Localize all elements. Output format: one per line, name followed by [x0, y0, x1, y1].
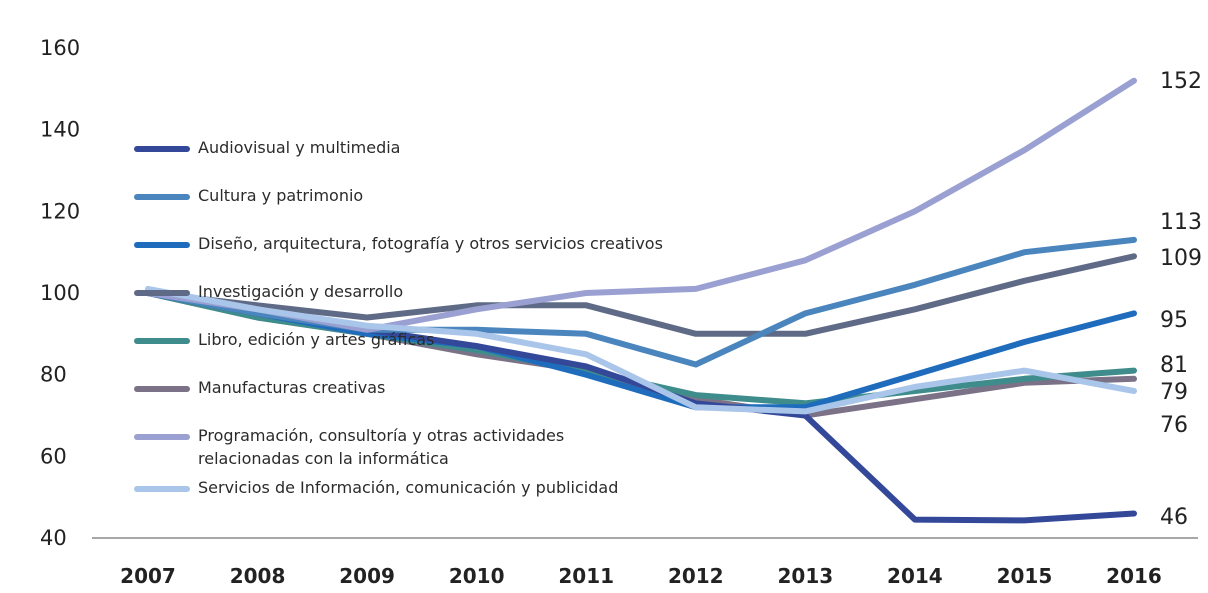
- legend-swatch: [134, 434, 190, 440]
- end-value-label: 81: [1160, 353, 1188, 378]
- y-tick-label: 40: [40, 526, 67, 550]
- series-line: [145, 253, 1137, 337]
- legend-swatch: [134, 338, 190, 344]
- legend-item: Investigación y desarrollo: [134, 280, 668, 303]
- legend-item: Servicios de Información, comunicación y…: [134, 476, 668, 499]
- legend-swatch: [134, 242, 190, 248]
- legend-item: Audiovisual y multimedia: [134, 136, 668, 159]
- x-tick-label: 2007: [120, 564, 176, 588]
- legend-swatch: [134, 146, 190, 152]
- legend-item: Programación, consultoría y otras activi…: [134, 424, 668, 470]
- legend-label: Investigación y desarrollo: [198, 282, 404, 301]
- x-tick-label: 2011: [558, 564, 614, 588]
- end-value-label: 113: [1160, 210, 1202, 235]
- legend-swatch: [134, 194, 190, 200]
- end-value-label: 79: [1160, 380, 1188, 405]
- x-axis: 2007 2008 2009 2010 2011 2012 2013 2014 2015 2016: [120, 564, 1162, 588]
- legend-item: Diseño, arquitectura, fotografía y otros…: [134, 232, 668, 255]
- end-value-label: 109: [1160, 246, 1202, 271]
- series-line: [145, 285, 1137, 415]
- end-value-label: 46: [1160, 505, 1188, 530]
- y-axis: 40 60 80 100 120 140 160: [40, 36, 80, 550]
- y-tick-label: 80: [40, 363, 67, 387]
- legend-swatch: [134, 386, 190, 392]
- x-tick-label: 2009: [339, 564, 395, 588]
- y-tick-label: 60: [40, 444, 67, 468]
- legend-label: Cultura y patrimonio: [198, 186, 364, 205]
- series-lines: [145, 77, 1137, 524]
- x-tick-label: 2012: [668, 564, 724, 588]
- x-tick-label: 2013: [777, 564, 833, 588]
- legend-label: Manufacturas creativas: [198, 378, 386, 397]
- end-value-label: 152: [1160, 69, 1202, 94]
- legend-label: Servicios de Información, comunicación y…: [198, 478, 619, 497]
- legend-label: Diseño, arquitectura, fotografía y otros…: [198, 234, 663, 253]
- x-tick-label: 2015: [997, 564, 1053, 588]
- legend-label: Libro, edición y artes gráficas: [198, 330, 435, 349]
- legend-item: Manufacturas creativas: [134, 376, 668, 399]
- y-tick-label: 100: [40, 281, 80, 305]
- x-tick-label: 2016: [1106, 564, 1162, 588]
- legend-label: Audiovisual y multimedia: [198, 138, 401, 157]
- y-tick-label: 160: [40, 36, 80, 60]
- legend-label: Programación, consultoría y otras activi…: [198, 426, 565, 468]
- x-tick-label: 2008: [230, 564, 286, 588]
- y-tick-label: 140: [40, 118, 80, 142]
- y-tick-label: 120: [40, 199, 80, 223]
- end-value-label: 95: [1160, 308, 1188, 333]
- legend-swatch: [134, 486, 190, 492]
- legend-item: Libro, edición y artes gráficas: [134, 328, 668, 351]
- x-tick-label: 2010: [449, 564, 505, 588]
- x-tick-label: 2014: [887, 564, 943, 588]
- end-value-label: 76: [1160, 413, 1188, 438]
- legend-item: Cultura y patrimonio: [134, 184, 668, 207]
- legend-swatch: [134, 290, 190, 296]
